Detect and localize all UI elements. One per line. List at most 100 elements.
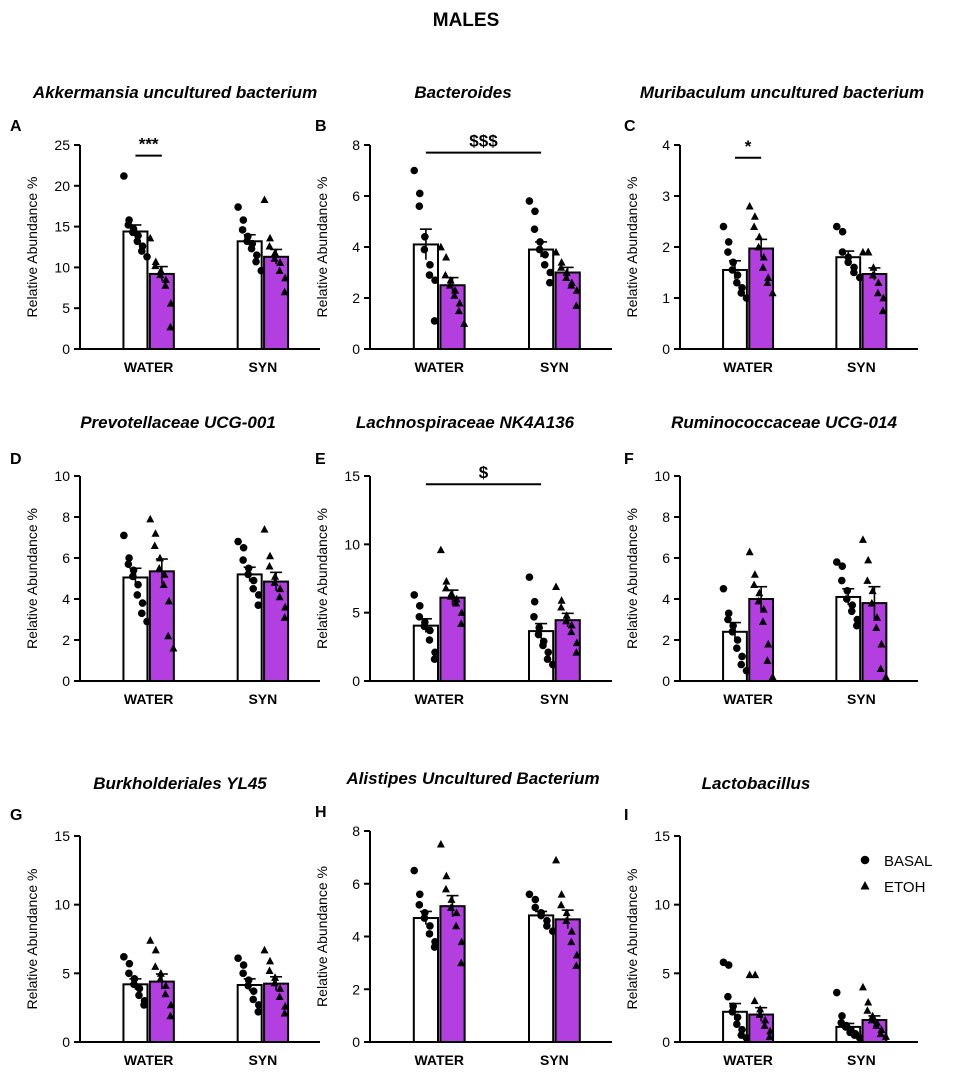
panel-f-point-water-basal-4: [728, 628, 737, 636]
panel-e-point-water-basal-7: [431, 648, 439, 657]
panel-e-point-syn-etoh-8: [572, 648, 581, 656]
panel-c-point-syn-etoh-7: [879, 293, 888, 302]
panel-d-point-syn-etoh-1: [266, 551, 275, 560]
panel-f-point-water-etoh-1: [750, 570, 759, 578]
panel-f-point-water-basal-0: [719, 584, 728, 593]
panel-d-point-syn-basal-2: [239, 556, 247, 564]
panel-c-ytick-label-3: 3: [662, 188, 670, 204]
panel-b-point-water-etoh-1: [442, 253, 451, 261]
panel-d-point-water-etoh-5: [160, 570, 169, 578]
panel-d-point-water-etoh-9: [169, 644, 178, 652]
panel-f-category-label-0: WATER: [723, 691, 773, 707]
panel-c-point-syn-etoh-5: [874, 278, 883, 287]
panel-h-ytick-label-4: 8: [352, 823, 360, 839]
panel-h-point-syn-basal-6: [543, 922, 551, 930]
panel-i-point-syn-etoh-9: [881, 1032, 890, 1040]
panel-a-point-syn-etoh-8: [280, 287, 289, 296]
panel-c-point-water-etoh-4: [754, 242, 763, 251]
panel-e-point-water-basal-1: [415, 602, 424, 610]
panel-c-title: Muribaculum uncultured bacterium: [640, 83, 924, 102]
panel-c-ytick-label-4: 4: [662, 137, 670, 153]
panel-e-ytick-label-0: 0: [352, 673, 360, 689]
panel-b-point-water-basal-3: [421, 233, 429, 241]
panel-h-ytick-label-0: 0: [352, 1034, 360, 1050]
panel-f-bar-syn-basal: [835, 595, 862, 683]
panel-h-ytick-label-2: 4: [352, 929, 360, 945]
legend-basal-marker: [860, 855, 870, 865]
panel-a-category-label-0: WATER: [124, 359, 174, 375]
panel-b-point-water-etoh-5: [451, 286, 460, 294]
panel-a-category-label-1: SYN: [248, 359, 277, 375]
panels: Akkermansia uncultured bacterium A Relativ…: [10, 83, 924, 1068]
panel-d-point-water-etoh-8: [164, 631, 173, 640]
panel-f-point-syn-basal-1: [838, 562, 847, 570]
panel-c-point-syn-etoh-6: [873, 288, 882, 297]
panel-c-point-water-basal-4: [728, 266, 737, 274]
panel-e-point-water-basal-2: [415, 612, 424, 621]
panel-g-category-label-0: WATER: [124, 1052, 174, 1068]
panel-b-point-water-basal-0: [410, 166, 419, 175]
panel-a-point-water-etoh-5: [161, 275, 170, 283]
panel-f-point-syn-etoh-4: [867, 598, 876, 607]
panel-a-point-water-etoh-8: [166, 322, 175, 331]
panel-g-point-syn-etoh-6: [275, 992, 284, 1001]
panel-i-point-water-basal-1: [724, 961, 733, 969]
panel-b-point-water-etoh-6: [450, 291, 459, 299]
panel-b-point-water-basal-8: [430, 317, 439, 325]
panel-b-ytick-label-3: 6: [352, 188, 360, 204]
panel-h-bar-syn-basal: [527, 914, 555, 1044]
panel-d-point-syn-basal-7: [254, 591, 263, 599]
panel-h-point-water-basal-8: [430, 943, 439, 951]
panel-h-bar-water-etoh: [439, 905, 466, 1044]
panel-g-point-syn-etoh-5: [276, 984, 285, 992]
panel-g-point-syn-etoh-3: [271, 973, 280, 981]
panel-b: Bacteroides B Relative Abundance % 0 2 4 6 8 WAT…: [314, 83, 612, 375]
panel-a-point-syn-etoh-5: [276, 258, 285, 266]
panel-f-point-water-etoh-8: [763, 656, 772, 664]
panel-f-point-syn-basal-2: [837, 576, 846, 585]
panel-e-letter: E: [315, 451, 326, 468]
panel-b-point-syn-basal-1: [531, 207, 539, 216]
panel-i-ytick-label-1: 5: [662, 965, 670, 981]
panel-d-point-water-etoh-3: [155, 553, 164, 562]
panel-e-ytick-label-1: 5: [352, 605, 360, 621]
panel-b-point-syn-basal-3: [536, 238, 544, 246]
panel-c-category-label-0: WATER: [723, 359, 773, 375]
panel-h-point-syn-etoh-0: [552, 855, 561, 864]
panel-h-category-label-1: SYN: [540, 1052, 569, 1068]
panel-f-point-syn-basal-7: [853, 615, 862, 624]
panel-f-ylabel: Relative Abundance %: [624, 508, 640, 649]
panel-e-point-water-etoh-0: [436, 545, 445, 554]
panel-g-ytick-label-0: 0: [62, 1034, 70, 1050]
panel-b-bar-water-basal: [412, 243, 440, 350]
legend-basal-label: BASAL: [884, 853, 932, 870]
panel-g-category-label-1: SYN: [248, 1052, 277, 1068]
panel-h-point-syn-etoh-3: [562, 908, 571, 917]
panel-g-point-water-etoh-8: [166, 1011, 175, 1020]
panel-g-point-syn-etoh-7: [281, 1002, 290, 1010]
panel-a-point-syn-etoh-3: [271, 248, 280, 257]
panel-h-point-syn-etoh-5: [567, 927, 576, 935]
panel-b-point-syn-etoh-7: [572, 286, 581, 294]
panel-i-point-water-basal-6: [733, 1020, 741, 1028]
panel-b-point-syn-etoh-3: [562, 268, 571, 276]
panel-a-point-water-etoh-1: [151, 257, 160, 266]
panel-i-point-syn-etoh-8: [876, 1029, 885, 1038]
panel-g-title: Burkholderiales YL45: [93, 774, 267, 793]
panel-i-point-water-etoh-5: [761, 1015, 770, 1024]
panel-c-point-water-etoh-5: [759, 253, 768, 261]
panel-a-point-water-etoh-3: [156, 266, 165, 275]
panel-d-bar-syn-etoh: [263, 580, 290, 683]
panel-e-point-syn-etoh-3: [562, 611, 571, 619]
panel-d-bar-syn-basal: [236, 573, 263, 683]
panel-g-point-water-basal-8: [140, 1001, 148, 1009]
panel-e-point-water-etoh-7: [457, 608, 466, 617]
panel-c-point-syn-basal-2: [838, 248, 847, 256]
panel-h-point-water-basal-1: [415, 890, 424, 899]
panel-a-point-syn-etoh-1: [266, 233, 275, 242]
panel-g-point-water-etoh-6: [161, 989, 170, 998]
panel-b-point-syn-basal-8: [545, 278, 554, 287]
panel-c-point-water-etoh-8: [763, 278, 772, 287]
panel-g-point-syn-etoh-8: [280, 1008, 289, 1017]
